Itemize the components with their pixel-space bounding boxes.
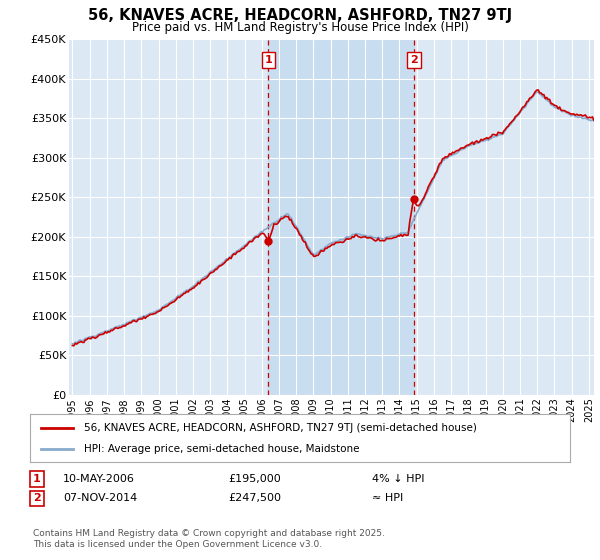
Text: 2: 2 xyxy=(410,55,418,65)
Bar xyxy=(268,39,414,395)
Text: ≈ HPI: ≈ HPI xyxy=(372,493,403,503)
Text: 1: 1 xyxy=(264,55,272,65)
Text: 1: 1 xyxy=(33,474,41,484)
Text: Price paid vs. HM Land Registry's House Price Index (HPI): Price paid vs. HM Land Registry's House … xyxy=(131,21,469,34)
Text: 10-MAY-2006: 10-MAY-2006 xyxy=(63,474,135,484)
Text: £247,500: £247,500 xyxy=(228,493,281,503)
Text: £195,000: £195,000 xyxy=(228,474,281,484)
Text: 2: 2 xyxy=(33,493,41,503)
Text: HPI: Average price, semi-detached house, Maidstone: HPI: Average price, semi-detached house,… xyxy=(84,444,359,454)
Text: Contains HM Land Registry data © Crown copyright and database right 2025.
This d: Contains HM Land Registry data © Crown c… xyxy=(33,529,385,549)
Text: 07-NOV-2014: 07-NOV-2014 xyxy=(63,493,137,503)
Text: 4% ↓ HPI: 4% ↓ HPI xyxy=(372,474,425,484)
Text: 56, KNAVES ACRE, HEADCORN, ASHFORD, TN27 9TJ: 56, KNAVES ACRE, HEADCORN, ASHFORD, TN27… xyxy=(88,8,512,24)
Text: 56, KNAVES ACRE, HEADCORN, ASHFORD, TN27 9TJ (semi-detached house): 56, KNAVES ACRE, HEADCORN, ASHFORD, TN27… xyxy=(84,423,477,433)
